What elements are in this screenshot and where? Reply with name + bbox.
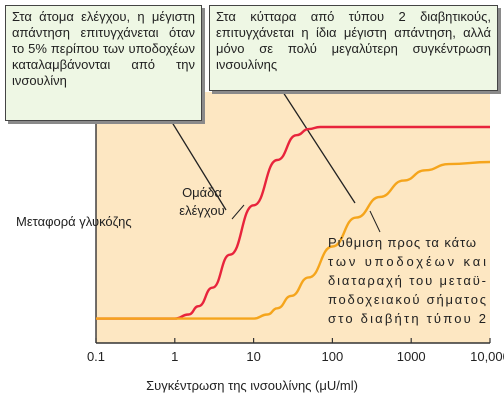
control-label-line-0: Ομάδα bbox=[182, 185, 222, 200]
x-tick-label-5: 10,000 bbox=[470, 349, 504, 364]
x-axis-label: Συγκέντρωση της ινσουλίνης (μU/ml) bbox=[146, 378, 358, 393]
series-lines bbox=[96, 125, 491, 320]
callout-left-leader bbox=[169, 118, 227, 211]
x-tick-label-0: 0.1 bbox=[87, 349, 105, 364]
callout-right-leader bbox=[280, 88, 356, 204]
callout-leaders bbox=[169, 88, 356, 211]
control-label-line-1: ελέγχου bbox=[179, 203, 224, 218]
callout-control-note: Στα άτομα ελέγχου, η μέγιστη απάντηση επ… bbox=[5, 5, 202, 121]
diabetes-label-line-4: στο διαβήτη τύπου 2 bbox=[328, 311, 486, 326]
x-tick-label-3: 100 bbox=[322, 349, 344, 364]
callout-diabetes-note: Στα κύτταρα από τύπου 2 διαβητικούς, επι… bbox=[209, 5, 498, 91]
x-tick-label-1: 1 bbox=[171, 349, 178, 364]
plot-background bbox=[96, 92, 490, 343]
diabetes-label-leader bbox=[369, 210, 381, 233]
control-label-leader bbox=[231, 204, 245, 220]
diabetes-label-line-3: ποδοχειακού σήματος bbox=[328, 292, 486, 307]
diabetes-label-line-2: διαταραχή του μεταϋ- bbox=[328, 273, 486, 288]
y-axis-label: Μεταφορά γλυκόζης bbox=[16, 213, 132, 231]
diabetes-label-line-0: Ρύθμιση προς τα κάτω bbox=[328, 235, 476, 250]
y-axis-label-text: Μεταφορά γλυκόζης bbox=[16, 214, 132, 229]
series-diabetes-line bbox=[96, 160, 491, 320]
axes bbox=[95, 92, 490, 344]
x-tick-label-4: 1000 bbox=[397, 349, 426, 364]
x-ticks: 0.1 1 10 100 1000 10,000 bbox=[87, 338, 504, 364]
series-control-line bbox=[96, 125, 490, 320]
x-tick-label-2: 10 bbox=[246, 349, 260, 364]
